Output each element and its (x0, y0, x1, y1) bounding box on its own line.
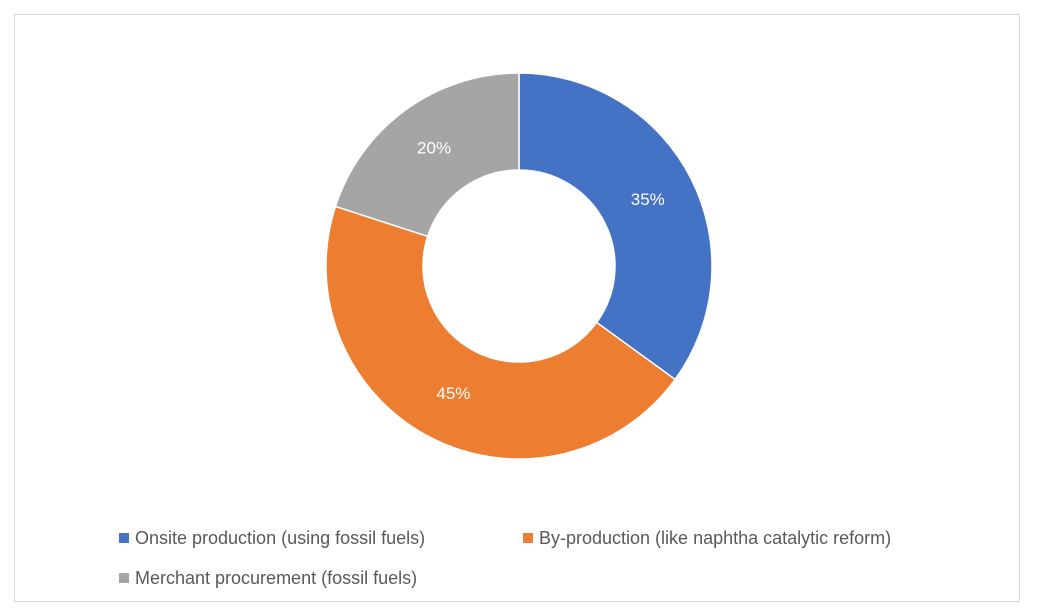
legend-item-onsite-production: Onsite production (using fossil fuels) (119, 525, 523, 551)
slice-merchant-procurement (334, 72, 520, 238)
data-label-by-production: 45% (436, 384, 470, 403)
legend-item-by-production: By-production (like naphtha catalytic re… (523, 525, 891, 551)
data-label-merchant-procurement: 20% (417, 139, 451, 158)
slice-onsite-production (518, 72, 713, 381)
legend-label-by-production: By-production (like naphtha catalytic re… (539, 527, 892, 548)
slice-by-production (325, 205, 677, 460)
legend-swatch-by-production (523, 533, 533, 543)
legend-swatch-merchant-procurement (119, 573, 129, 583)
donut-chart: 35% 45% 20% (325, 72, 713, 460)
chart-area: 35% 45% 20% Onsite production (using fossi… (14, 14, 1020, 602)
legend: Onsite production (using fossil fuels) B… (119, 525, 999, 591)
legend-swatch-onsite-production (119, 533, 129, 543)
legend-label-merchant-procurement: Merchant procurement (fossil fuels) (135, 567, 418, 588)
data-label-onsite-production: 35% (631, 190, 665, 209)
legend-label-onsite-production: Onsite production (using fossil fuels) (135, 527, 426, 548)
legend-item-merchant-procurement: Merchant procurement (fossil fuels) (119, 565, 417, 591)
